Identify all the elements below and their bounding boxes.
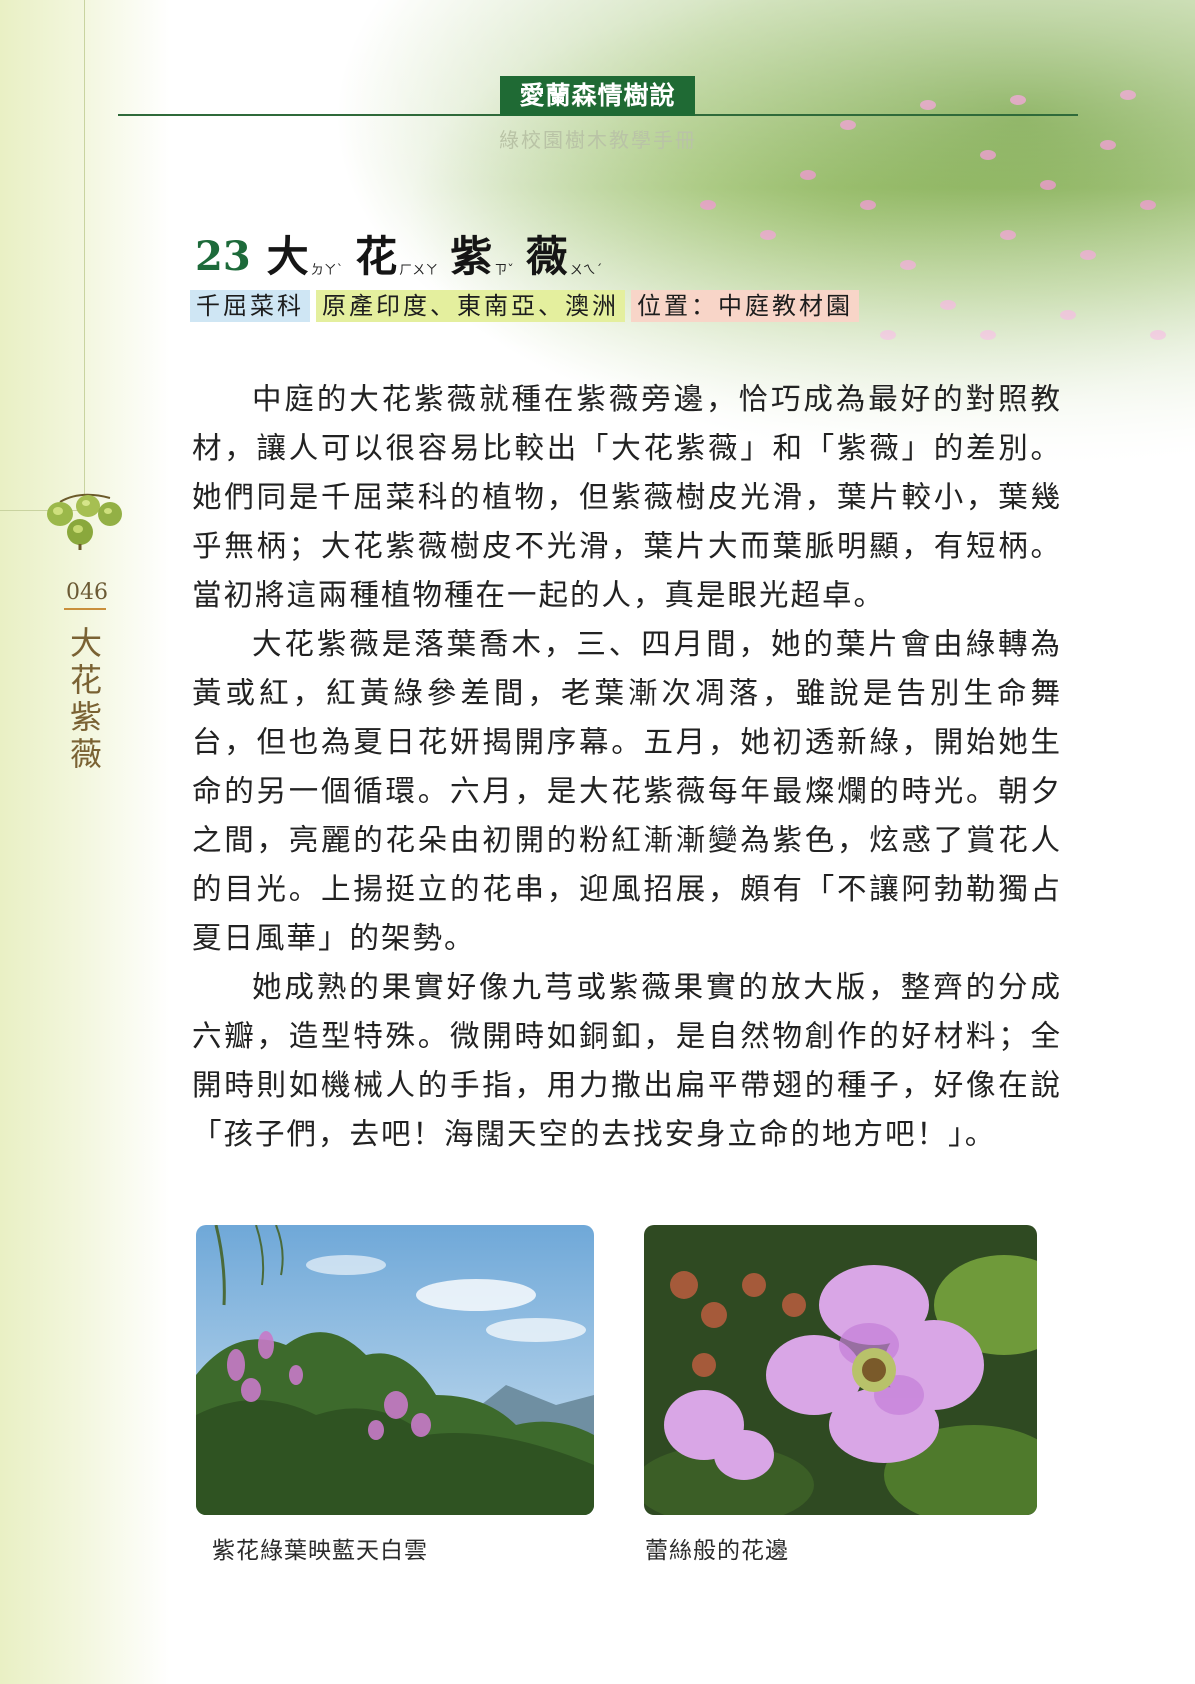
zhuyin: ㄗˇ: [494, 263, 514, 278]
paragraph: 大花紫薇是落葉喬木，三、四月間，她的葉片會由綠轉為黃或紅，紅黃綠參差間，老葉漸次…: [192, 627, 1062, 955]
side-title-char: 紫: [69, 698, 102, 736]
page-number-underline: [64, 608, 106, 610]
side-title-char: 大: [69, 624, 102, 662]
book-subtitle: 綠校園樹木教學手冊: [499, 128, 697, 152]
header-fade: [330, 0, 1195, 470]
fruit-cluster-icon: [47, 493, 122, 550]
paragraph: 她成熟的果實好像九芎或紫薇果實的放大版，整齊的分成六瓣，造型特殊。微開時如銅釦，…: [192, 970, 1062, 1151]
title-char: 薇: [525, 232, 568, 281]
left-decor-strip: [0, 0, 170, 1684]
origin-tag: 原產印度、東南亞、澳洲: [316, 290, 625, 322]
article-number: 23: [195, 233, 251, 280]
title-char: 花: [355, 232, 398, 281]
title-char: 紫: [450, 232, 493, 281]
tree-sky-photo: [196, 1225, 594, 1515]
flower-closeup-photo: [644, 1225, 1037, 1515]
left-horizontal-rule: [0, 510, 84, 511]
left-vertical-rule: [84, 0, 85, 505]
title-char: 大: [266, 232, 309, 281]
tree-sky-illustration: [196, 1225, 594, 1515]
side-title-char: 花: [69, 661, 102, 699]
article-title: 23 大 ㄉㄚˋ 花 ㄏㄨㄚ 紫 ㄗˇ 薇 ㄨㄟˊ: [195, 225, 614, 285]
zhuyin: ㄉㄚˋ: [310, 263, 344, 278]
page-number: 046: [66, 580, 108, 605]
side-title-char: 薇: [69, 735, 102, 773]
family-tag: 千屈菜科: [190, 290, 310, 322]
zhuyin: ㄨㄟˊ: [569, 263, 603, 278]
side-title: 大 花 紫 薇: [66, 625, 106, 773]
tag-row: 千屈菜科 原產印度、東南亞、澳洲 位置：中庭教材園: [190, 290, 865, 322]
book-title: 愛蘭森情樹說: [500, 76, 695, 116]
zhuyin: ㄏㄨㄚ: [399, 263, 439, 278]
paragraph: 中庭的大花紫薇就種在紫薇旁邊，恰巧成為最好的對照教材，讓人可以很容易比較出「大花…: [192, 382, 1062, 612]
photo-caption: 蕾絲般的花邊: [645, 1538, 789, 1564]
location-tag: 位置：中庭教材園: [631, 290, 859, 322]
article-body: 中庭的大花紫薇就種在紫薇旁邊，恰巧成為最好的對照教材，讓人可以很容易比較出「大花…: [192, 375, 1062, 1159]
flower-closeup-illustration: [644, 1225, 1037, 1515]
photo-caption: 紫花綠葉映藍天白雲: [212, 1538, 428, 1564]
